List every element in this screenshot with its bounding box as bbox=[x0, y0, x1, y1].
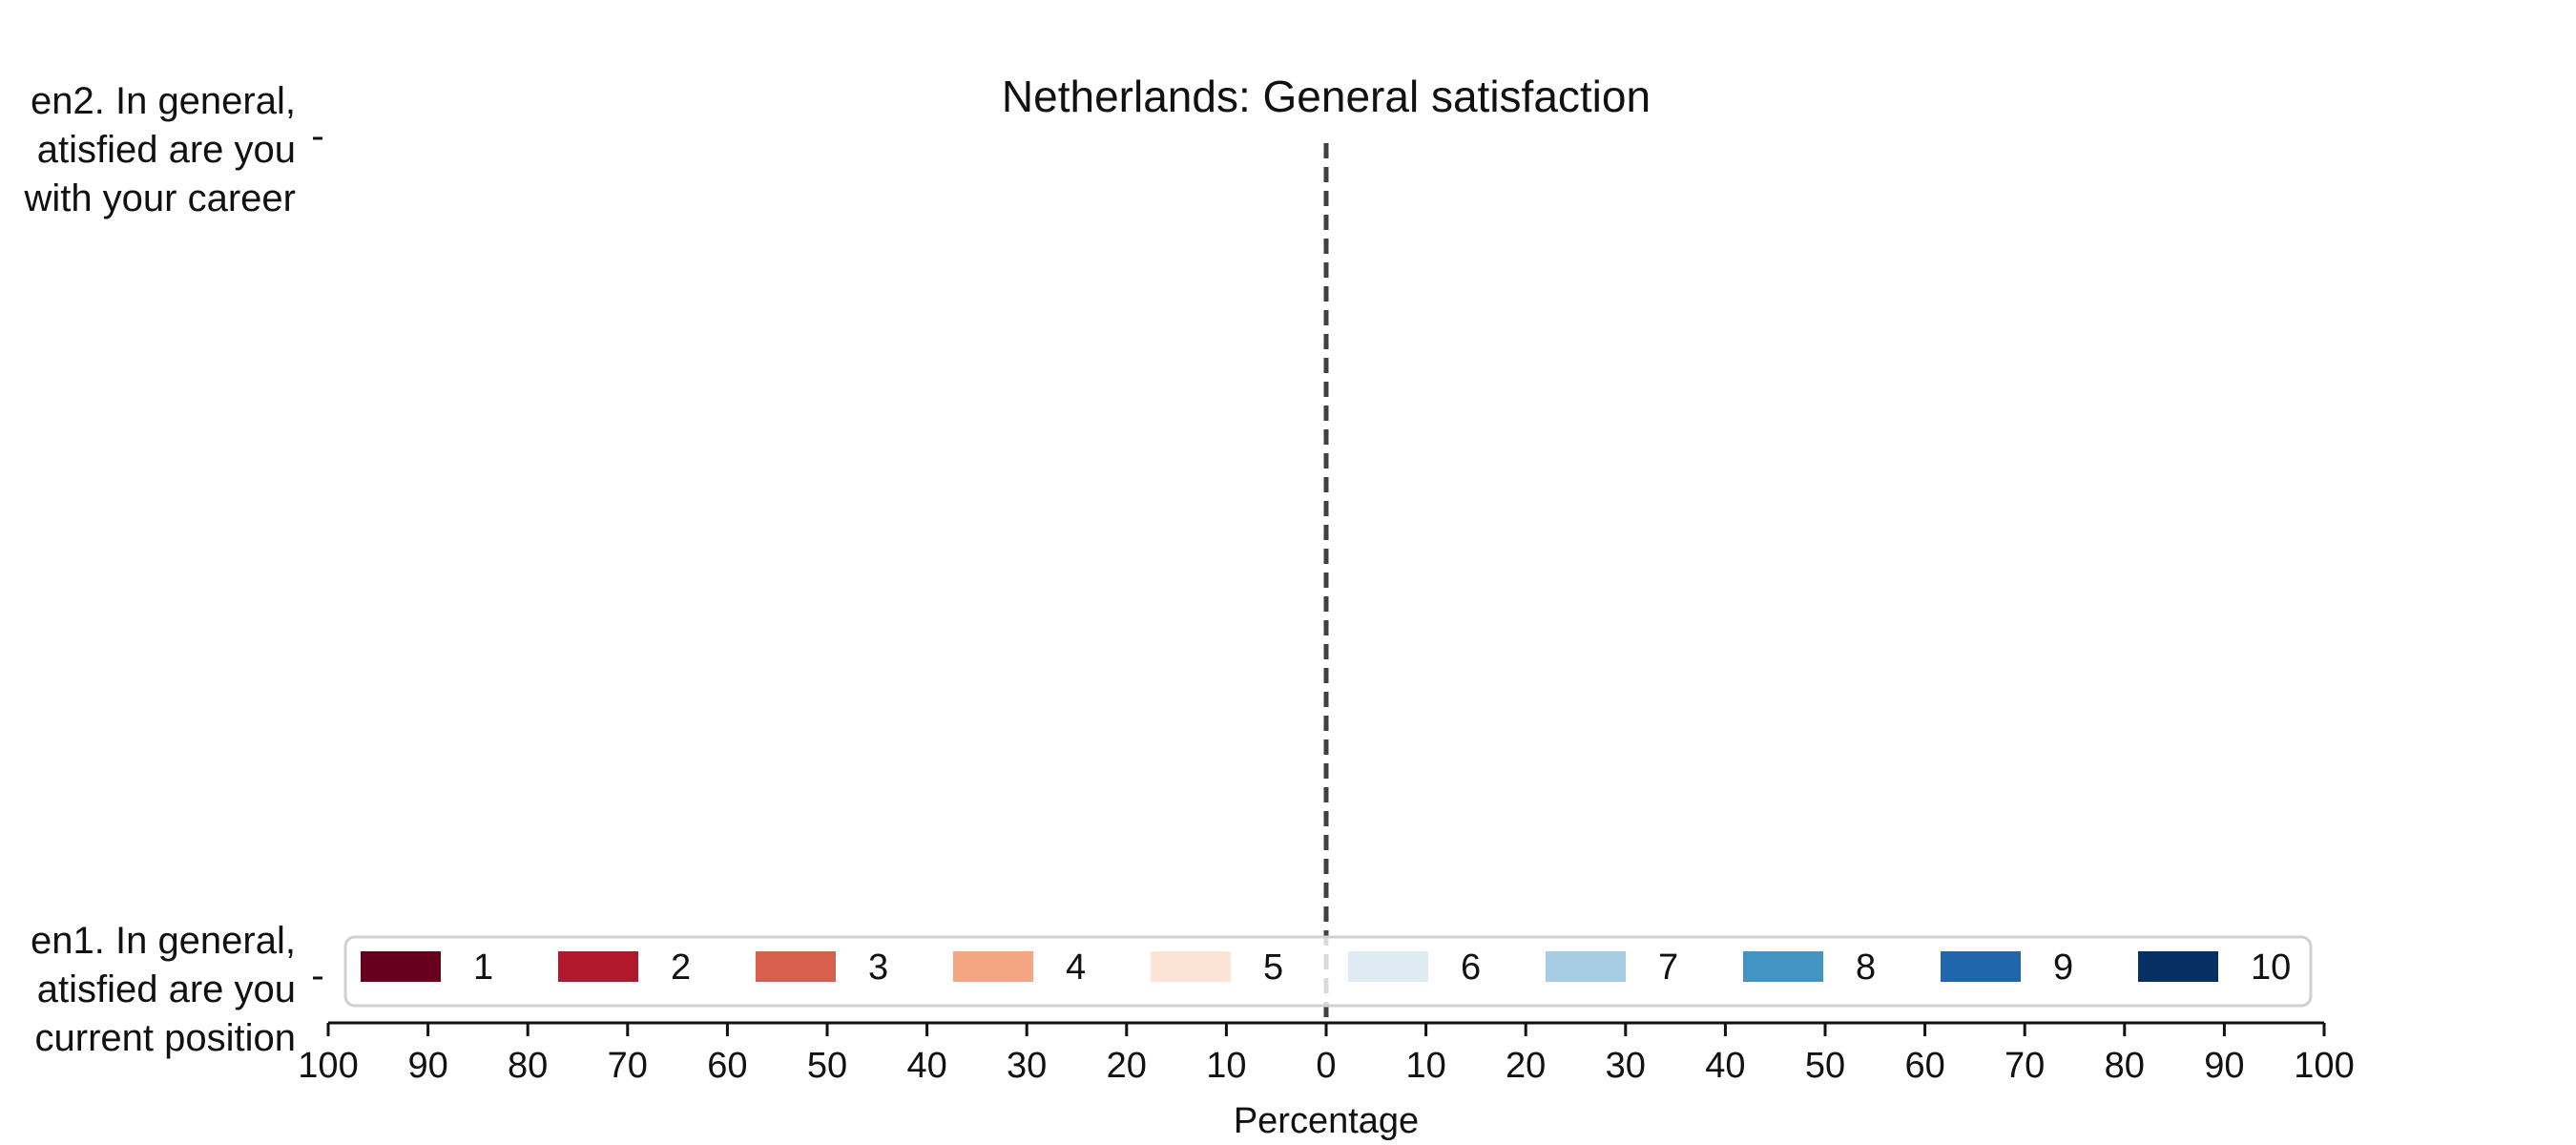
legend-label: 3 bbox=[868, 947, 888, 988]
x-tick-label: 20 bbox=[1506, 1046, 1546, 1086]
legend-item: 5 bbox=[1151, 947, 1283, 988]
legend-label: 2 bbox=[671, 947, 691, 988]
x-tick-label: 10 bbox=[1405, 1046, 1445, 1086]
x-tick-label: 30 bbox=[1606, 1046, 1646, 1086]
category-labels: en2. In general, atisfied are you with you… bbox=[23, 80, 322, 1059]
legend-label: 9 bbox=[2053, 947, 2073, 988]
x-tick-label: 90 bbox=[2204, 1046, 2244, 1086]
legend-swatch bbox=[953, 951, 1033, 982]
legend-swatch bbox=[1941, 951, 2021, 982]
category-label-line: en1. In general, bbox=[31, 920, 296, 962]
legend-item: 4 bbox=[953, 947, 1086, 988]
legend-item: 8 bbox=[1743, 947, 1876, 988]
x-tick-label: 30 bbox=[1007, 1046, 1047, 1086]
x-tick-label: 20 bbox=[1107, 1046, 1147, 1086]
category-label-line: current position bbox=[35, 1017, 296, 1059]
legend: 1 2 3 4 5 6 7 8 9 10 bbox=[343, 935, 2313, 1008]
x-tick-label: 90 bbox=[407, 1046, 447, 1086]
legend-swatch bbox=[1546, 951, 1626, 982]
legend-swatch bbox=[1151, 951, 1231, 982]
legend-label: 6 bbox=[1461, 947, 1481, 988]
x-tick-label: 60 bbox=[1904, 1046, 1944, 1086]
x-tick-label: 70 bbox=[2005, 1046, 2045, 1086]
legend-item: 7 bbox=[1546, 947, 1678, 988]
x-tick-label: 50 bbox=[807, 1046, 847, 1086]
x-tick-label: 70 bbox=[608, 1046, 648, 1086]
x-tick-label: 40 bbox=[1705, 1046, 1745, 1086]
legend-item: 6 bbox=[1348, 947, 1481, 988]
legend-swatch bbox=[361, 951, 441, 982]
legend-item: 3 bbox=[756, 947, 888, 988]
category-label-gen1: en1. In general, atisfied are you current … bbox=[31, 920, 296, 1059]
legend-swatch bbox=[756, 951, 836, 982]
legend-label: 8 bbox=[1856, 947, 1876, 988]
category-label-line: en2. In general, bbox=[31, 80, 296, 122]
x-tick-label: 60 bbox=[707, 1046, 747, 1086]
legend-item: 2 bbox=[558, 947, 691, 988]
legend-swatch bbox=[1743, 951, 1823, 982]
x-tick-label: 10 bbox=[1206, 1046, 1246, 1086]
legend-label: 7 bbox=[1658, 947, 1678, 988]
x-tick-label: 100 bbox=[2294, 1046, 2354, 1086]
x-tick-label: 40 bbox=[906, 1046, 946, 1086]
category-label-gen2: en2. In general, atisfied are you with you… bbox=[23, 80, 296, 219]
x-axis-label: Percentage bbox=[1234, 1101, 1419, 1141]
legend-item: 9 bbox=[1941, 947, 2073, 988]
x-tick-label: 50 bbox=[1805, 1046, 1845, 1086]
category-label-line: atisfied are you bbox=[37, 129, 296, 171]
legend-swatch bbox=[2138, 951, 2218, 982]
x-tick-label: 80 bbox=[508, 1046, 548, 1086]
legend-swatch bbox=[558, 951, 638, 982]
legend-label: 10 bbox=[2251, 947, 2291, 988]
legend-label: 1 bbox=[473, 947, 493, 988]
x-tick-label: 100 bbox=[298, 1046, 358, 1086]
x-tick-label: 0 bbox=[1316, 1046, 1336, 1086]
chart-title: Netherlands: General satisfaction bbox=[1002, 72, 1651, 121]
legend-label: 4 bbox=[1066, 947, 1086, 988]
x-tick-label: 80 bbox=[2105, 1046, 2145, 1086]
legend-label: 5 bbox=[1263, 947, 1283, 988]
legend-swatch bbox=[1348, 951, 1428, 982]
legend-item: 10 bbox=[2138, 947, 2291, 988]
legend-item: 1 bbox=[361, 947, 493, 988]
category-label-line: with your career bbox=[23, 177, 296, 219]
category-label-line: atisfied are you bbox=[37, 968, 296, 1010]
x-axis: 100 90 80 70 60 50 40 30 20 10 0 10 20 30 40 50 60 70 80 90… bbox=[298, 1021, 2355, 1086]
